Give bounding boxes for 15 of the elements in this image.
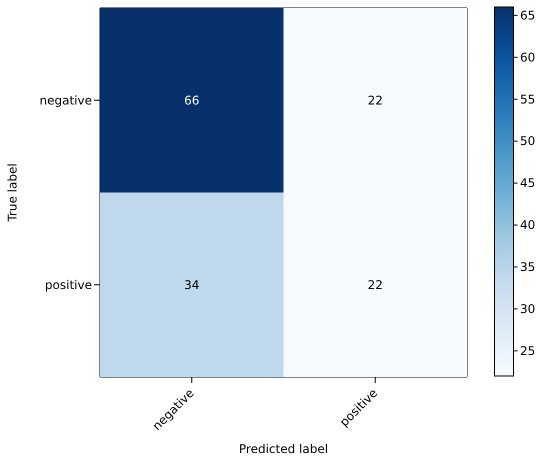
data-label: 22 — [368, 278, 383, 292]
color-bar-label: 40 — [520, 218, 536, 232]
color-bar-label: 65 — [520, 8, 536, 22]
x-axis-title: Predicted label — [238, 442, 328, 456]
color-bar-label: 35 — [520, 260, 536, 274]
color-bar-label: 60 — [520, 50, 536, 64]
data-label: 22 — [368, 93, 383, 108]
data-label: 34 — [184, 278, 200, 292]
data-label: 66 — [184, 93, 200, 108]
color-bar-label: 45 — [520, 176, 536, 190]
color-bar-label: 55 — [520, 92, 536, 106]
color-bar-label: 50 — [520, 134, 536, 148]
y-axis-title: True label — [5, 163, 20, 223]
color-bar-label: 25 — [520, 344, 536, 358]
color-bar-label: 30 — [520, 302, 536, 316]
